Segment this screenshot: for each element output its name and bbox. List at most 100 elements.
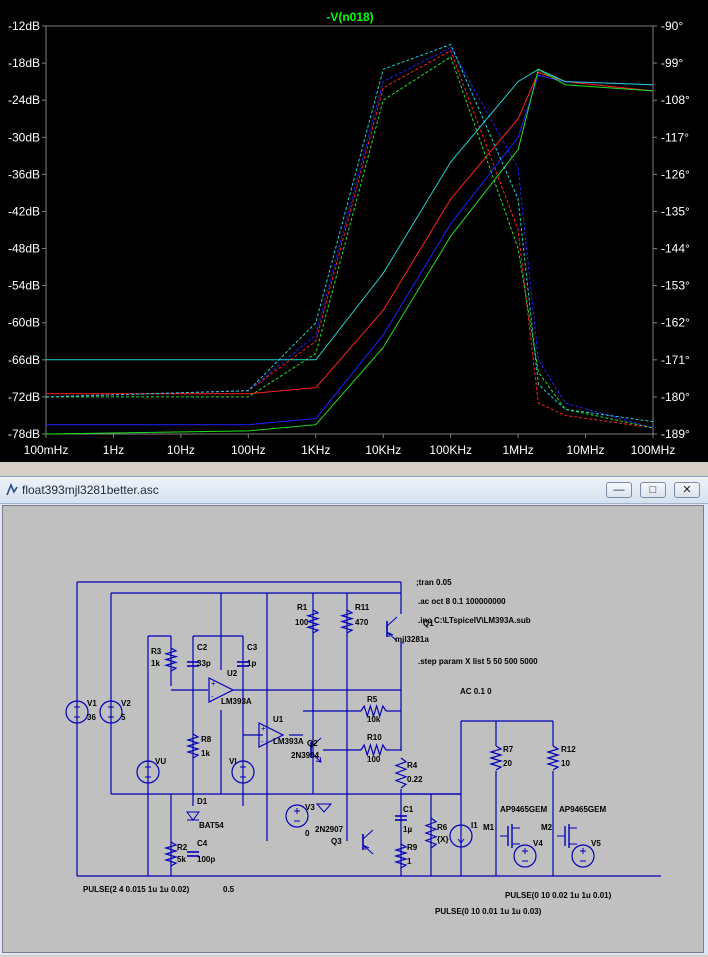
series-line-4[interactable] bbox=[45, 46, 654, 429]
component-value-u1: LM393A bbox=[273, 737, 304, 746]
spice-directive-1: ;tran 0.05 bbox=[416, 578, 452, 587]
component-ref-q1: Q1 bbox=[423, 619, 434, 628]
series-line-1[interactable] bbox=[46, 71, 654, 395]
component-ref-r8: R8 bbox=[201, 735, 212, 744]
r5-resistor[interactable] bbox=[360, 703, 387, 719]
r6-resistor[interactable] bbox=[424, 817, 438, 849]
component-value-r3: 1k bbox=[151, 659, 160, 668]
y-tick-label-right: -153° bbox=[661, 279, 690, 293]
component-ref-i1: I1 bbox=[471, 821, 478, 830]
y-tick-label-right: -144° bbox=[661, 242, 690, 256]
schematic-drawing[interactable]: +-+-;tran 0.05.ac oct 8 0.1 100000000.in… bbox=[3, 506, 703, 952]
y-tick-label-left: -36dB bbox=[8, 167, 40, 181]
component-ref-m2: M2 bbox=[541, 823, 553, 832]
u2-opamp[interactable]: +- bbox=[208, 677, 235, 703]
v2-source[interactable] bbox=[99, 700, 123, 724]
r11-resistor[interactable] bbox=[339, 609, 355, 634]
component-ref-r11: R11 bbox=[355, 603, 370, 612]
r12-resistor[interactable] bbox=[545, 745, 561, 771]
component-ref-c2: C2 bbox=[197, 643, 208, 652]
vi-source[interactable] bbox=[231, 760, 255, 784]
d1-diode[interactable] bbox=[186, 811, 200, 821]
x-tick-label: 10KHz bbox=[365, 443, 401, 457]
component-ref-c4: C4 bbox=[197, 839, 208, 848]
close-button[interactable]: ✕ bbox=[674, 482, 700, 498]
r4-resistor[interactable] bbox=[394, 757, 408, 789]
r9-resistor[interactable] bbox=[393, 843, 409, 869]
x-tick-label: 100mHz bbox=[24, 443, 69, 457]
svg-text:-: - bbox=[261, 737, 264, 746]
v3-source[interactable] bbox=[285, 804, 309, 828]
y-tick-label-right: -126° bbox=[661, 167, 690, 181]
component-value-m2: AP9465GEM bbox=[559, 805, 606, 814]
y-tick-label-left: -66dB bbox=[8, 353, 40, 367]
v1-source[interactable] bbox=[65, 700, 89, 724]
component-ref-r9: R9 bbox=[407, 843, 418, 852]
c4-capacitor[interactable] bbox=[187, 851, 199, 857]
v4-source[interactable] bbox=[513, 844, 537, 868]
component-ref-r10: R10 bbox=[367, 733, 382, 742]
y-tick-label-right: -99° bbox=[661, 56, 683, 70]
r10-resistor[interactable] bbox=[360, 742, 387, 758]
component-ref-vu: VU bbox=[155, 757, 166, 766]
series-line-7[interactable] bbox=[46, 68, 654, 361]
r3-resistor[interactable] bbox=[163, 647, 179, 672]
q2-transistor[interactable] bbox=[310, 737, 322, 763]
y-tick-label-left: -30dB bbox=[8, 130, 40, 144]
maximize-button[interactable]: □ bbox=[640, 482, 666, 498]
minimize-button[interactable]: — bbox=[606, 482, 632, 498]
component-ref-u1: U1 bbox=[273, 715, 284, 724]
u1-opamp[interactable]: +- bbox=[258, 722, 285, 748]
component-ref-r4: R4 bbox=[407, 761, 418, 770]
schematic-canvas[interactable]: + - + - ;tran 0.05 .ac oct 8 0.1 100000000 .in… bbox=[2, 505, 704, 953]
plot-area[interactable] bbox=[45, 25, 654, 435]
component-ref-r12: R12 bbox=[561, 745, 576, 754]
y-tick-label-right: -117° bbox=[661, 130, 689, 144]
x-tick-label: 10Hz bbox=[167, 443, 195, 457]
component-ref-v2: V2 bbox=[121, 699, 131, 708]
pulse-v5-text: PULSE(0 10 0.02 1u 1u 0.01) bbox=[505, 891, 612, 900]
component-value-v1: 36 bbox=[87, 713, 96, 722]
schematic-titlebar[interactable]: float393mjl3281better.asc — □ ✕ bbox=[0, 477, 708, 504]
r1-resistor[interactable] bbox=[305, 609, 321, 634]
component-ref-c1: C1 bbox=[403, 805, 414, 814]
component-value-r10: 100 bbox=[367, 755, 381, 764]
series-line-8[interactable] bbox=[45, 43, 654, 423]
component-value-r4: 0.22 bbox=[407, 775, 423, 784]
q3-transistor[interactable] bbox=[362, 829, 374, 855]
component-ref-r7: R7 bbox=[503, 745, 514, 754]
c1-capacitor[interactable] bbox=[395, 815, 407, 821]
vu-source[interactable] bbox=[136, 760, 160, 784]
r7-resistor[interactable] bbox=[488, 745, 504, 771]
component-ref-v3: V3 bbox=[305, 803, 315, 812]
x-tick-label: 100MHz bbox=[631, 443, 676, 457]
component-value-c3: 1p bbox=[247, 659, 256, 668]
pulse-v4-text: PULSE(0 10 0.01 1u 1u 0.03) bbox=[435, 907, 542, 916]
trace-label[interactable]: -V(n018) bbox=[326, 10, 373, 24]
plot-window: -V(n018) -12dB -18dB -24dB -30dB -36dB -42dB -… bbox=[0, 0, 708, 462]
y-tick-label-right: -189° bbox=[661, 427, 690, 441]
bode-plot[interactable]: -V(n018) -12dB -18dB -24dB -30dB -36dB -42dB -… bbox=[0, 0, 708, 462]
r2-resistor[interactable] bbox=[163, 841, 179, 867]
y-tick-label-right: -180° bbox=[661, 390, 690, 404]
i1-source[interactable] bbox=[449, 824, 473, 848]
svg-text:+: + bbox=[211, 679, 216, 688]
spice-directive-5: AC 0.1 0 bbox=[460, 687, 492, 696]
m2-mosfet[interactable] bbox=[557, 824, 577, 848]
component-ref-q2: Q2 bbox=[307, 739, 318, 748]
component-ref-v4: V4 bbox=[533, 839, 543, 848]
series-line-5[interactable] bbox=[45, 68, 654, 435]
r8-resistor[interactable] bbox=[185, 733, 201, 759]
q1-transistor[interactable] bbox=[386, 616, 398, 642]
c3-capacitor[interactable] bbox=[237, 661, 249, 667]
x-tick-label: 100Hz bbox=[231, 443, 266, 457]
x-tick-label: 100KHz bbox=[429, 443, 472, 457]
spice-directive-4: .step param X list 5 50 500 5000 bbox=[418, 657, 538, 666]
v5-source[interactable] bbox=[571, 844, 595, 868]
svg-text:-: - bbox=[211, 692, 214, 701]
series-line-2[interactable] bbox=[45, 49, 654, 429]
component-ref-v5: V5 bbox=[591, 839, 601, 848]
spice-directive-2: .ac oct 8 0.1 100000000 bbox=[418, 597, 506, 606]
c2-capacitor[interactable] bbox=[187, 661, 199, 667]
m1-mosfet[interactable] bbox=[500, 824, 520, 848]
